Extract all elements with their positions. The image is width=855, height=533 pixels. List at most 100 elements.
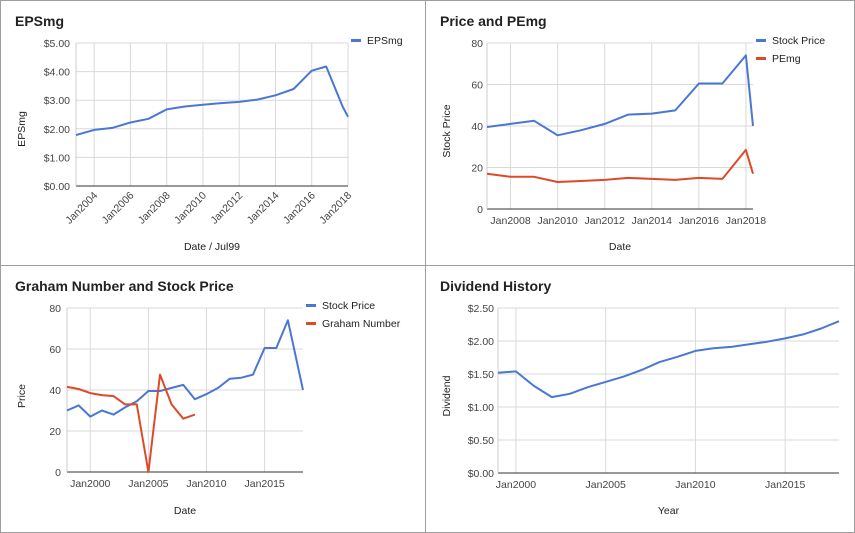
data-point[interactable] (496, 370, 501, 375)
x-tick-label: Jan2012 (208, 190, 245, 227)
data-point[interactable] (765, 339, 770, 344)
y-tick-label: $2.00 (44, 124, 70, 136)
legend-swatch (756, 57, 766, 60)
data-point[interactable] (532, 174, 537, 179)
data-point[interactable] (639, 368, 644, 373)
data-point[interactable] (99, 408, 104, 413)
data-point[interactable] (204, 392, 209, 397)
data-point[interactable] (743, 147, 748, 152)
data-point[interactable] (673, 108, 678, 113)
data-point[interactable] (219, 101, 224, 106)
data-point[interactable] (273, 93, 278, 98)
data-point[interactable] (134, 402, 139, 407)
data-point[interactable] (301, 388, 306, 393)
data-point[interactable] (146, 470, 151, 475)
data-point[interactable] (531, 383, 536, 388)
data-point[interactable] (99, 393, 104, 398)
data-point[interactable] (720, 81, 725, 86)
data-point[interactable] (585, 385, 590, 390)
data-point[interactable] (309, 68, 314, 73)
data-point[interactable] (603, 379, 608, 384)
data-point[interactable] (513, 369, 518, 374)
data-point[interactable] (192, 412, 197, 417)
data-point[interactable] (657, 360, 662, 365)
data-point[interactable] (579, 178, 584, 183)
data-point[interactable] (76, 403, 81, 408)
data-point[interactable] (549, 395, 554, 400)
data-point[interactable] (819, 326, 824, 331)
data-point[interactable] (693, 348, 698, 353)
data-point[interactable] (508, 174, 513, 179)
data-point[interactable] (673, 177, 678, 182)
data-point[interactable] (340, 104, 345, 109)
data-point[interactable] (579, 128, 584, 133)
data-point[interactable] (485, 125, 490, 130)
data-point[interactable] (239, 375, 244, 380)
data-point[interactable] (111, 412, 116, 417)
data-point[interactable] (92, 127, 97, 132)
data-point[interactable] (146, 389, 151, 394)
data-point[interactable] (729, 344, 734, 349)
data-point[interactable] (200, 102, 205, 107)
data-point[interactable] (626, 175, 631, 180)
data-point[interactable] (696, 175, 701, 180)
chart-plot-group: Price and PEmg 0 20 40 60 80 Jan2008 Jan2010 Jan… (440, 13, 825, 253)
data-point[interactable] (274, 345, 279, 350)
data-point[interactable] (751, 171, 756, 176)
data-point[interactable] (324, 64, 329, 69)
data-point[interactable] (128, 120, 133, 125)
data-point[interactable] (555, 133, 560, 138)
data-point[interactable] (74, 133, 79, 138)
data-point[interactable] (508, 121, 513, 126)
data-point[interactable] (711, 346, 716, 351)
data-point[interactable] (285, 318, 290, 323)
data-point[interactable] (251, 372, 256, 377)
data-point[interactable] (291, 87, 296, 92)
data-point[interactable] (602, 121, 607, 126)
data-point[interactable] (801, 332, 806, 337)
data-point[interactable] (743, 53, 748, 58)
data-point[interactable] (158, 372, 163, 377)
data-point[interactable] (227, 376, 232, 381)
data-point[interactable] (602, 177, 607, 182)
data-point[interactable] (216, 385, 221, 390)
data-point[interactable] (237, 99, 242, 104)
data-point[interactable] (485, 171, 490, 176)
data-point[interactable] (169, 385, 174, 390)
data-point[interactable] (262, 345, 267, 350)
data-point[interactable] (181, 382, 186, 387)
data-point[interactable] (626, 112, 631, 117)
data-point[interactable] (146, 116, 151, 121)
data-point[interactable] (696, 81, 701, 86)
data-point[interactable] (164, 107, 169, 112)
data-point[interactable] (532, 118, 537, 123)
data-point[interactable] (621, 374, 626, 379)
data-point[interactable] (88, 414, 93, 419)
data-point[interactable] (182, 104, 187, 109)
data-point[interactable] (649, 176, 654, 181)
data-point[interactable] (181, 416, 186, 421)
data-point[interactable] (255, 97, 260, 102)
data-point[interactable] (346, 114, 351, 119)
data-point[interactable] (111, 394, 116, 399)
data-point[interactable] (751, 124, 756, 129)
chart-panel-price-pemg: Price and PEmg 0 20 40 60 80 Jan2008 Jan2010 Jan… (425, 0, 855, 266)
data-point[interactable] (110, 125, 115, 130)
data-point[interactable] (76, 386, 81, 391)
data-point[interactable] (192, 397, 197, 402)
series-line-stock-price (486, 54, 754, 137)
data-point[interactable] (649, 111, 654, 116)
data-point[interactable] (837, 319, 842, 324)
data-point[interactable] (567, 391, 572, 396)
data-point[interactable] (169, 402, 174, 407)
data-point[interactable] (123, 402, 128, 407)
data-point[interactable] (88, 391, 93, 396)
data-point[interactable] (783, 336, 788, 341)
data-point[interactable] (747, 342, 752, 347)
data-point[interactable] (675, 354, 680, 359)
data-point[interactable] (555, 180, 560, 185)
data-point[interactable] (720, 176, 725, 181)
data-point[interactable] (65, 384, 70, 389)
data-point[interactable] (65, 408, 70, 413)
